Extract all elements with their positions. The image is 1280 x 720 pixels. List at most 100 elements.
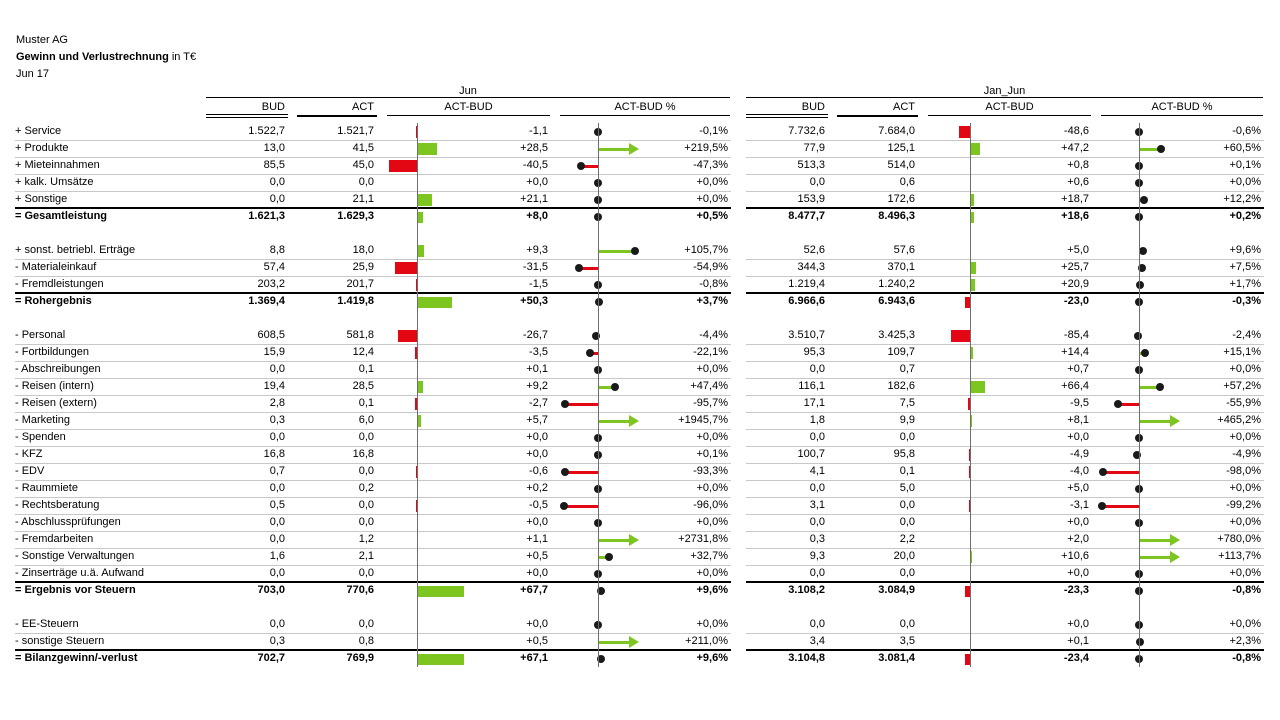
- row-label: + Produkte: [15, 142, 69, 154]
- abs-bar: [970, 381, 985, 393]
- cell-pct: +12,2%: [1223, 193, 1261, 205]
- cell-act: 0,2: [358, 482, 374, 494]
- cell-pct: +7,5%: [1229, 261, 1262, 273]
- pct-arrow: [598, 148, 630, 151]
- column-rule-pct: [560, 115, 730, 116]
- cell-abs: -23,3: [1063, 584, 1089, 596]
- cell-bud: 0,3: [269, 635, 285, 647]
- pct-axis: [598, 123, 599, 667]
- cell-bud: 0,3: [809, 533, 825, 545]
- cell-bud: 0,0: [269, 516, 285, 528]
- pct-pin: [1102, 471, 1139, 474]
- pct-dot: [605, 553, 614, 561]
- row-rule: [746, 157, 1264, 158]
- cell-pct: +47,4%: [690, 380, 728, 392]
- cell-abs: +18,7: [1061, 193, 1089, 205]
- row-rule: [746, 259, 1264, 260]
- cell-bud: 0,0: [809, 431, 825, 443]
- cell-bud: 0,0: [809, 618, 825, 630]
- cell-act: 0,0: [899, 618, 915, 630]
- pct-dot: [1138, 247, 1147, 255]
- abs-bar: [394, 262, 417, 274]
- cell-pct: -54,9%: [693, 261, 728, 273]
- pct-pin: [598, 556, 610, 559]
- pct-dot: [1156, 383, 1165, 391]
- pct-pin: [578, 267, 598, 270]
- row-rule: [746, 497, 1264, 498]
- cell-act: 0,6: [899, 176, 915, 188]
- cell-pct: -95,7%: [693, 397, 728, 409]
- row-rule: [746, 276, 1264, 277]
- cell-pct: +32,7%: [690, 550, 728, 562]
- cell-abs: +28,5: [520, 142, 548, 154]
- group-rule: [15, 649, 731, 651]
- cell-bud: 95,3: [803, 346, 825, 358]
- report-title: Gewinn und Verlustrechnung in T€: [16, 50, 196, 64]
- cell-act: 1.629,3: [337, 210, 374, 222]
- cell-abs: -9,5: [1070, 397, 1089, 409]
- cell-abs: -2,7: [529, 397, 548, 409]
- cell-abs: -0,5: [529, 499, 548, 511]
- row-rule: [15, 633, 731, 634]
- cell-bud: 9,3: [809, 550, 825, 562]
- group-rule: [15, 207, 731, 209]
- cell-bud: 3.510,7: [788, 329, 825, 341]
- cell-abs: +47,2: [1061, 142, 1089, 154]
- cell-bud: 52,6: [803, 244, 825, 256]
- pct-dot: [1133, 451, 1142, 459]
- row-rule: [15, 378, 731, 379]
- row-rule: [15, 174, 731, 175]
- cell-pct: +0,2%: [1229, 210, 1262, 222]
- cell-act: 0,0: [358, 499, 374, 511]
- cell-pct: +113,7%: [1218, 550, 1261, 562]
- row-label: - Raummiete: [15, 482, 78, 494]
- abs-bar: [969, 500, 970, 512]
- pct-dot: [1114, 400, 1123, 408]
- cell-pct: +0,0%: [696, 193, 729, 205]
- cell-abs: +14,4: [1061, 346, 1089, 358]
- cell-abs: +0,0: [1067, 567, 1089, 579]
- pct-arrow: [598, 420, 630, 423]
- cell-abs: -48,6: [1063, 125, 1089, 137]
- cell-act: 1,2: [358, 533, 374, 545]
- cell-bud: 57,4: [263, 261, 285, 273]
- cell-bud: 17,1: [803, 397, 825, 409]
- cell-pct: +219,5%: [684, 142, 728, 154]
- group-rule: [15, 581, 731, 583]
- cell-pct: +211,0%: [685, 635, 728, 647]
- row-label: - Abschreibungen: [15, 363, 101, 375]
- abs-bar: [416, 500, 417, 512]
- row-rule: [15, 276, 731, 277]
- cell-act: 0,1: [358, 363, 374, 375]
- row-rule: [15, 565, 731, 566]
- abs-bar: [970, 347, 974, 359]
- pct-dot: [574, 264, 583, 272]
- row-label: = Gesamtleistung: [15, 210, 108, 222]
- cell-act: 1.240,2: [878, 278, 915, 290]
- abs-bar: [964, 585, 970, 597]
- cell-pct: +15,1%: [1223, 346, 1261, 358]
- row-rule: [746, 633, 1264, 634]
- abs-bar: [970, 262, 976, 274]
- cell-pct: +1,7%: [1229, 278, 1262, 290]
- cell-act: 3.084,9: [878, 584, 915, 596]
- abs-bar: [416, 466, 417, 478]
- abs-bar: [970, 551, 973, 563]
- pct-arrow-head: [629, 636, 639, 648]
- column-rule-bud: [746, 114, 828, 118]
- report-title-text: Gewinn und Verlustrechnung: [16, 51, 169, 63]
- cell-bud: 3.104,8: [788, 652, 825, 664]
- cell-abs: +0,5: [526, 550, 548, 562]
- cell-bud: 0,0: [269, 618, 285, 630]
- cell-bud: 702,7: [257, 652, 285, 664]
- pct-arrow-head: [1170, 534, 1180, 546]
- cell-act: 182,6: [887, 380, 915, 392]
- cell-abs: -0,6: [529, 465, 548, 477]
- cell-abs: -23,0: [1063, 295, 1089, 307]
- row-rule: [746, 344, 1264, 345]
- pct-dot: [560, 502, 569, 510]
- row-rule: [15, 157, 731, 158]
- row-label: - Fremdarbeiten: [15, 533, 94, 545]
- cell-abs: +50,3: [520, 295, 548, 307]
- cell-abs: +0,8: [1067, 159, 1089, 171]
